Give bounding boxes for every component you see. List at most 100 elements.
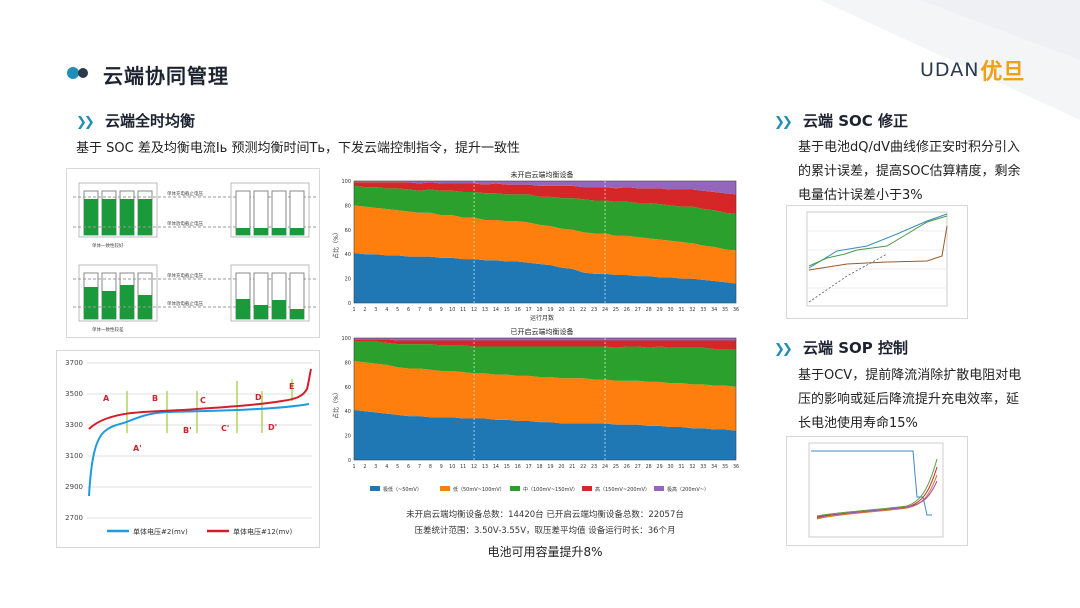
area-x-tick: 34 xyxy=(711,307,717,313)
annotation-a-prime: A' xyxy=(133,444,142,453)
area-x-tick: 26 xyxy=(624,464,630,470)
area-x-tick: 1 xyxy=(352,307,355,313)
sop-control-chart xyxy=(786,436,968,546)
legend-swatch-very-low xyxy=(370,486,380,491)
area-x-tick: 8 xyxy=(429,464,432,470)
area-x-tick: 10 xyxy=(449,464,455,470)
area-x-tick: 19 xyxy=(547,307,553,313)
voltage-curve-chart: 3700 3500 3300 3100 2900 2700 A B C D E … xyxy=(56,350,320,548)
chart-bottom-title: 已开启云端均衡设备 xyxy=(511,327,574,336)
area-x-tick: 32 xyxy=(689,464,695,470)
left-section-title: 云端全时均衡 xyxy=(105,112,196,130)
area-x-tick: 21 xyxy=(569,464,575,470)
annotation-c-prime: C' xyxy=(221,424,229,433)
area-x-tick: 1 xyxy=(352,464,355,470)
area-series-2 xyxy=(354,205,736,284)
area-series-3 xyxy=(354,185,736,251)
soc-section-header: ❯❯ 云端 SOC 修正 xyxy=(774,110,908,131)
area-x-tick: 24 xyxy=(602,307,608,313)
area-x-tick: 6 xyxy=(407,464,410,470)
area-x-tick: 33 xyxy=(700,464,706,470)
area-x-tick: 18 xyxy=(536,464,542,470)
left-section-description: 基于 SOC 差及均衡电流Iь 预测均衡时间Tь，下发云端控制指令，提升一致性 xyxy=(76,141,521,156)
area-x-tick: 36 xyxy=(733,307,739,313)
area-series-1 xyxy=(354,409,736,460)
area-x-tick: 28 xyxy=(646,464,652,470)
area-x-tick: 13 xyxy=(482,464,488,470)
area-x-tick: 22 xyxy=(580,464,586,470)
soc-description: 基于电池dQ/dV曲线修正安时积分引入的累计误差，提高SOC估算精度，剩余电量估… xyxy=(798,140,1021,203)
legend-very-high: 极高（200mV~） xyxy=(667,486,709,493)
area-x-tick: 28 xyxy=(646,307,652,313)
legend-series-2: 单体电压#2(mv) xyxy=(133,527,188,536)
sop-description: 基于OCV，提前降流消除扩散电阻对电压的影响或延后降流提升充电效率，延长电池使用… xyxy=(798,368,1022,431)
area-x-tick: 16 xyxy=(515,307,521,313)
label-charge-cutoff-top: 单体充电截止电压 xyxy=(167,190,203,197)
area-x-tick: 4 xyxy=(385,464,388,470)
area-x-tick: 3 xyxy=(374,307,377,313)
area-y-tick: 80 xyxy=(345,360,351,366)
area-x-tick: 36 xyxy=(733,464,739,470)
area-x-tick: 2 xyxy=(363,464,366,470)
pack-poor-right xyxy=(230,264,310,322)
legend-swatch-very-high xyxy=(654,486,664,491)
company-logo: UDAN 优旦 xyxy=(920,56,1025,85)
area-x-tick: 9 xyxy=(440,307,443,313)
soc-line-corrected xyxy=(808,215,948,267)
area-x-tick: 7 xyxy=(418,464,421,470)
voltage-tick-2900: 2900 xyxy=(65,483,83,491)
balance-comparison-charts: 未开启云端均衡设备 已开启云端均衡设备 占比（%） 占比（%） 运行月数 0 20… xyxy=(332,168,742,508)
area-series-4 xyxy=(354,182,736,214)
area-x-tick: 32 xyxy=(689,307,695,313)
area-x-tick: 21 xyxy=(569,307,575,313)
area-x-tick: 17 xyxy=(526,307,532,313)
voltage-tick-3500: 3500 xyxy=(65,390,83,398)
soc-line-estimate xyxy=(808,253,888,303)
logo-cn: 优旦 xyxy=(980,60,1025,85)
area-y-tick: 100 xyxy=(341,179,351,185)
area-x-tick: 31 xyxy=(678,464,684,470)
area-x-tick: 12 xyxy=(471,464,477,470)
area-series-4 xyxy=(354,339,736,349)
area-axes-frame xyxy=(353,337,737,461)
area-x-tick: 9 xyxy=(440,464,443,470)
pack-good-right xyxy=(230,182,310,238)
area-x-tick: 8 xyxy=(429,307,432,313)
label-consistency-poor: 单体一致性较差 xyxy=(92,326,124,333)
summary-line-1: 未开启云端均衡设备总数：14420台 已开启云端均衡设备总数：22057台 xyxy=(406,510,684,520)
page-title: 云端协同管理 xyxy=(103,64,229,88)
area-x-tick: 16 xyxy=(515,464,521,470)
pack-good-left xyxy=(78,182,158,238)
area-y-tick: 40 xyxy=(345,409,351,415)
label-discharge-cutoff-top: 单体放电截止电压 xyxy=(167,220,203,227)
area-y-tick: 20 xyxy=(345,277,351,283)
area-x-tick: 15 xyxy=(504,464,510,470)
soc-line-voltage xyxy=(808,225,948,271)
area-x-tick: 22 xyxy=(580,307,586,313)
area-x-tick: 27 xyxy=(635,464,641,470)
capacity-conclusion: 电池可用容量提升8% xyxy=(487,545,603,559)
chevron-right-icon: ❯❯ xyxy=(774,342,793,357)
area-x-tick: 19 xyxy=(547,464,553,470)
chart-top-title: 未开启云端均衡设备 xyxy=(511,170,574,179)
area-x-tick: 6 xyxy=(407,307,410,313)
area-x-tick: 3 xyxy=(374,464,377,470)
annotation-b-prime: B' xyxy=(183,426,192,435)
voltage-grid xyxy=(87,362,312,519)
area-y-tick: 60 xyxy=(345,228,351,234)
legend-series-12: 单体电压#12(mv) xyxy=(233,527,292,536)
summary-line-2: 压差统计范围：3.50V-3.55V，取压差平均值 设备运行时长：36个月 xyxy=(414,526,676,536)
area-series-5 xyxy=(354,338,736,341)
voltage-tick-2700: 2700 xyxy=(65,514,83,522)
area-x-tick: 15 xyxy=(504,307,510,313)
chart-top-ylabel: 占比（%） xyxy=(332,229,340,259)
sop-section-title: 云端 SOP 控制 xyxy=(803,339,909,357)
area-x-tick: 33 xyxy=(700,307,706,313)
area-x-tick: 4 xyxy=(385,307,388,313)
area-series-2 xyxy=(354,361,736,431)
area-x-tick: 29 xyxy=(657,307,663,313)
area-x-tick: 14 xyxy=(493,464,499,470)
annotation-e: E xyxy=(289,382,294,391)
area-x-tick: 14 xyxy=(493,307,499,313)
area-x-tick: 25 xyxy=(613,464,619,470)
